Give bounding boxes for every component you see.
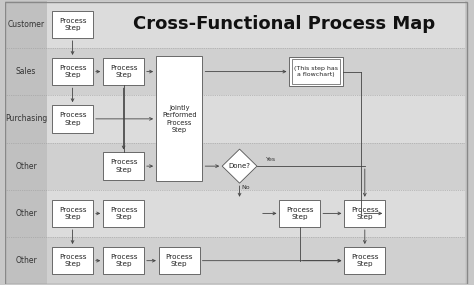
Text: Other: Other (15, 256, 37, 265)
Text: (This step has
a flowchart): (This step has a flowchart) (294, 66, 338, 77)
Text: Other: Other (15, 162, 37, 171)
Bar (5, 48, 47, 95)
Text: Process
Step: Process Step (165, 254, 193, 267)
Text: Customer: Customer (8, 20, 45, 29)
Text: Done?: Done? (228, 163, 251, 169)
FancyBboxPatch shape (103, 247, 144, 274)
FancyBboxPatch shape (52, 11, 93, 38)
FancyBboxPatch shape (345, 247, 385, 274)
Text: Process
Step: Process Step (110, 159, 137, 173)
FancyBboxPatch shape (52, 200, 93, 227)
Bar (5, 237, 47, 284)
Text: Process
Step: Process Step (59, 207, 86, 220)
Text: Other: Other (15, 209, 37, 218)
Text: Process
Step: Process Step (59, 65, 86, 78)
Bar (47, 48, 465, 95)
Bar (5, 190, 47, 237)
Bar (5, 1, 47, 48)
Text: Process
Step: Process Step (351, 207, 379, 220)
Bar (47, 95, 465, 142)
FancyBboxPatch shape (290, 57, 343, 86)
FancyBboxPatch shape (103, 58, 144, 85)
Polygon shape (222, 149, 257, 183)
Bar (47, 190, 465, 237)
Text: Process
Step: Process Step (110, 254, 137, 267)
FancyBboxPatch shape (52, 105, 93, 133)
Bar (5, 95, 47, 142)
FancyBboxPatch shape (156, 56, 202, 181)
FancyBboxPatch shape (280, 200, 320, 227)
Text: Process
Step: Process Step (59, 112, 86, 126)
Text: Process
Step: Process Step (59, 18, 86, 31)
Text: Process
Step: Process Step (110, 65, 137, 78)
Bar (47, 142, 465, 190)
Bar (47, 1, 465, 48)
Bar (5, 142, 47, 190)
Text: Jointly
Performed
Process
Step: Jointly Performed Process Step (162, 105, 197, 133)
FancyBboxPatch shape (345, 200, 385, 227)
Text: Yes: Yes (266, 157, 276, 162)
Text: Sales: Sales (16, 67, 36, 76)
Text: No: No (242, 185, 250, 190)
Text: Purchasing: Purchasing (5, 114, 47, 123)
FancyBboxPatch shape (52, 247, 93, 274)
Text: Process
Step: Process Step (110, 207, 137, 220)
FancyBboxPatch shape (52, 58, 93, 85)
Text: Process
Step: Process Step (286, 207, 314, 220)
Text: Cross-Functional Process Map: Cross-Functional Process Map (133, 15, 435, 33)
Text: Process
Step: Process Step (59, 254, 86, 267)
FancyBboxPatch shape (103, 152, 144, 180)
Bar (47, 237, 465, 284)
FancyBboxPatch shape (159, 247, 200, 274)
Text: Process
Step: Process Step (351, 254, 379, 267)
FancyBboxPatch shape (103, 200, 144, 227)
